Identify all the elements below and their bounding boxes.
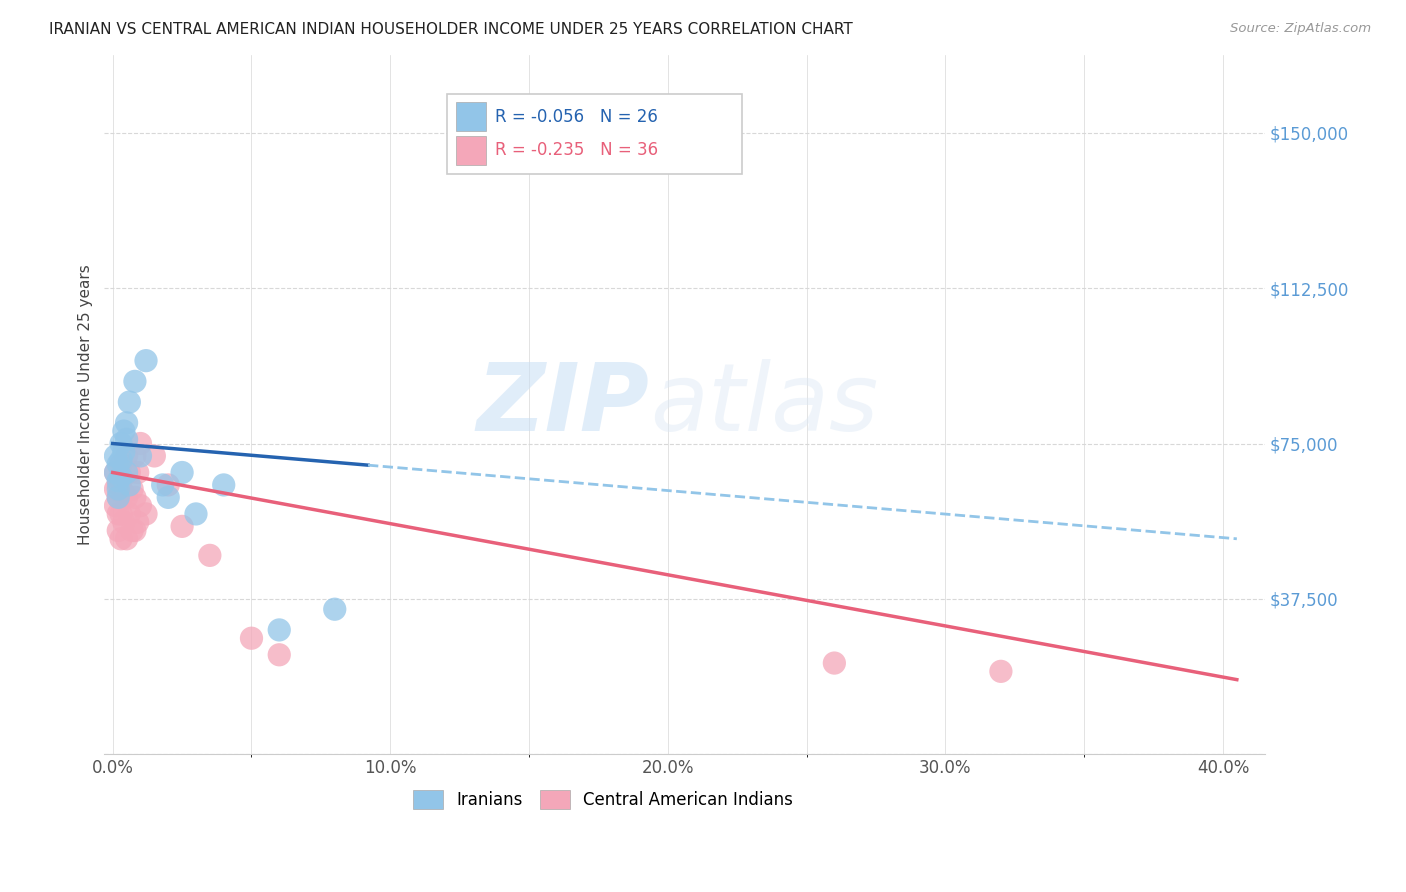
Text: atlas: atlas xyxy=(650,359,877,450)
Point xyxy=(112,486,135,500)
Point xyxy=(115,433,138,447)
Point xyxy=(104,482,127,496)
Point xyxy=(143,449,166,463)
Point xyxy=(107,478,129,492)
Point xyxy=(104,449,127,463)
Point xyxy=(110,469,132,483)
FancyBboxPatch shape xyxy=(447,94,742,174)
Point xyxy=(110,457,132,471)
Point xyxy=(212,478,235,492)
Point xyxy=(112,444,135,458)
Point xyxy=(121,482,143,496)
Point xyxy=(127,515,149,529)
Text: IRANIAN VS CENTRAL AMERICAN INDIAN HOUSEHOLDER INCOME UNDER 25 YEARS CORRELATION: IRANIAN VS CENTRAL AMERICAN INDIAN HOUSE… xyxy=(49,22,853,37)
FancyBboxPatch shape xyxy=(456,102,486,131)
Point xyxy=(129,499,152,513)
Legend: Iranians, Central American Indians: Iranians, Central American Indians xyxy=(406,783,800,816)
Point xyxy=(107,524,129,538)
Point xyxy=(115,416,138,430)
Point xyxy=(135,507,157,521)
Point xyxy=(121,524,143,538)
Point xyxy=(110,436,132,450)
Point xyxy=(124,491,146,505)
Point xyxy=(104,466,127,480)
Point xyxy=(323,602,346,616)
Point xyxy=(198,549,221,563)
Point xyxy=(115,466,138,480)
Point xyxy=(240,631,263,645)
Point xyxy=(110,532,132,546)
Point xyxy=(104,499,127,513)
Point xyxy=(104,466,127,480)
Point xyxy=(110,507,132,521)
Point xyxy=(115,532,138,546)
Text: R = -0.235   N = 36: R = -0.235 N = 36 xyxy=(495,141,658,159)
Point xyxy=(110,453,132,467)
Point xyxy=(107,482,129,496)
Point xyxy=(129,436,152,450)
Text: R = -0.056   N = 26: R = -0.056 N = 26 xyxy=(495,108,658,126)
Point xyxy=(118,507,141,521)
Point xyxy=(107,457,129,471)
Point xyxy=(107,491,129,505)
Point xyxy=(107,474,129,488)
Point xyxy=(157,491,180,505)
Point xyxy=(110,474,132,488)
Text: ZIP: ZIP xyxy=(477,359,650,450)
Point xyxy=(157,478,180,492)
Point xyxy=(127,466,149,480)
Point xyxy=(990,665,1012,679)
Point xyxy=(107,491,129,505)
Point xyxy=(118,395,141,409)
Text: Source: ZipAtlas.com: Source: ZipAtlas.com xyxy=(1230,22,1371,36)
Point xyxy=(107,507,129,521)
Point xyxy=(172,466,194,480)
Point xyxy=(124,524,146,538)
Point xyxy=(124,449,146,463)
Point xyxy=(269,648,291,662)
Point xyxy=(112,424,135,438)
Point xyxy=(118,466,141,480)
Point xyxy=(124,375,146,389)
Point xyxy=(115,449,138,463)
Point xyxy=(172,519,194,533)
Point xyxy=(823,656,845,670)
Point xyxy=(269,623,291,637)
Point xyxy=(152,478,174,492)
Point xyxy=(118,478,141,492)
Point xyxy=(112,515,135,529)
Y-axis label: Householder Income Under 25 years: Householder Income Under 25 years xyxy=(79,264,93,545)
Point xyxy=(135,353,157,368)
FancyBboxPatch shape xyxy=(456,136,486,165)
Point xyxy=(115,491,138,505)
Point xyxy=(129,449,152,463)
Point xyxy=(184,507,207,521)
